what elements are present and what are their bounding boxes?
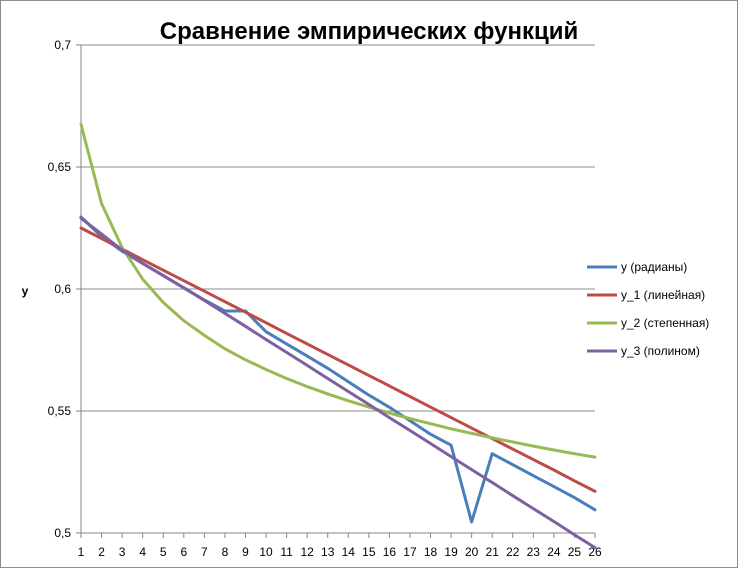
- x-tick-label: 9: [242, 545, 249, 559]
- series-line: [79, 216, 597, 550]
- x-tick-label: 25: [568, 545, 582, 559]
- series-lines: [79, 122, 597, 550]
- legend-label: y_1 (линейная): [621, 288, 705, 302]
- gridlines: [76, 44, 595, 534]
- x-tick-label: 18: [424, 545, 438, 559]
- legend: y (радианы) y_1 (линейная) y_2 (степенная)…: [587, 260, 709, 358]
- x-tick-label: 13: [321, 545, 335, 559]
- x-tick-label: 8: [222, 545, 229, 559]
- x-tick-label: 3: [119, 545, 126, 559]
- y-tick-label: 0,5: [54, 526, 71, 540]
- series-line: [79, 226, 597, 493]
- x-tick-label: 10: [259, 545, 273, 559]
- x-tick-labels: 1 2 3 4 5 6 7 8 9 10 11 12 13 14 15 16 17 18 19 20 21 22 23 24 2…: [78, 545, 602, 559]
- series-line: [79, 122, 597, 459]
- x-tick-label: 19: [444, 545, 458, 559]
- x-tick-label: 4: [139, 545, 146, 559]
- x-tick-label: 21: [486, 545, 500, 559]
- x-tick-label: 16: [383, 545, 397, 559]
- legend-label: y_3 (полином): [621, 344, 700, 358]
- y-tick-label: 0,7: [54, 38, 71, 52]
- x-tick-label: 1: [78, 545, 85, 559]
- y-tick-label: 0,65: [48, 160, 72, 174]
- x-tick-label: 22: [506, 545, 520, 559]
- x-tick-label: 2: [98, 545, 105, 559]
- x-tick-label: 5: [160, 545, 167, 559]
- series-line: [79, 215, 597, 524]
- x-tick-label: 12: [300, 545, 314, 559]
- y-tick-label: 0,55: [48, 404, 72, 418]
- x-tick-label: 7: [201, 545, 208, 559]
- legend-label: y_2 (степенная): [621, 316, 709, 330]
- y-tick-labels: 0,5 0,55 0,6 0,65 0,7: [48, 38, 72, 540]
- x-tick-label: 26: [588, 545, 602, 559]
- y-axis-label: y: [22, 284, 29, 298]
- x-tick-label: 15: [362, 545, 376, 559]
- legend-label: y (радианы): [621, 260, 687, 274]
- x-tick-label: 17: [403, 545, 417, 559]
- x-tick-label: 14: [342, 545, 356, 559]
- y-tick-label: 0,6: [54, 282, 71, 296]
- chart-title: Сравнение эмпирических функций: [160, 18, 578, 45]
- axes: [80, 45, 596, 538]
- x-tick-label: 11: [280, 545, 293, 559]
- x-tick-label: 24: [547, 545, 561, 559]
- x-tick-label: 23: [527, 545, 541, 559]
- x-tick-label: 6: [180, 545, 187, 559]
- x-tick-label: 20: [465, 545, 479, 559]
